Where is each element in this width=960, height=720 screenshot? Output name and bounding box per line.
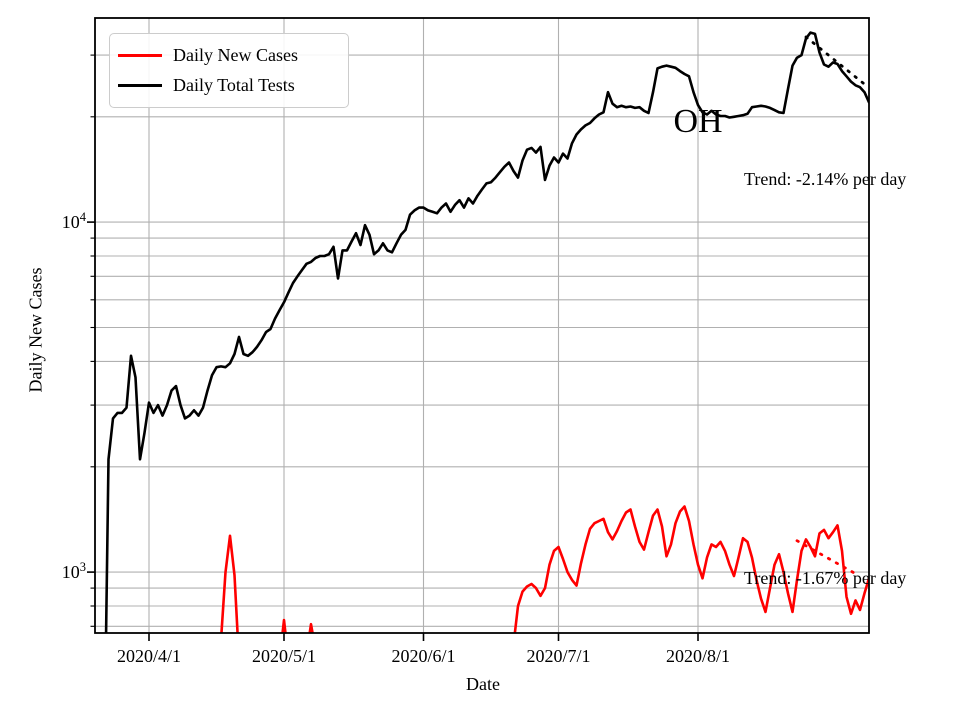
x-axis-tick-label: 2020/5/1 [251, 646, 317, 666]
x-axis-tick-label: 2020/8/1 [665, 646, 731, 666]
tick-exponent: 4 [79, 210, 86, 225]
x-axis-title: Date [466, 674, 500, 694]
legend-entry-daily-new-cases: Daily New Cases [118, 40, 338, 70]
legend-label: Daily Total Tests [173, 74, 295, 95]
plot-border [94, 17, 870, 634]
x-axis-tick-label: 2020/7/1 [526, 646, 591, 666]
state-annotation: OH [673, 103, 723, 140]
tick-marks [87, 54, 699, 641]
gridlines [95, 18, 869, 633]
legend-entry-daily-total-tests: Daily Total Tests [118, 70, 338, 100]
x-axis-tick-label: 2020/6/1 [391, 646, 456, 666]
tick-exponent: 3 [79, 560, 86, 575]
tick-base: 10 [61, 562, 80, 583]
series-line-0 [220, 505, 869, 633]
legend-red-line-swatch [118, 53, 162, 57]
y-axis-tick-label-1e3: 103 [62, 560, 86, 583]
y-axis-tick-label-1e4: 104 [62, 210, 86, 233]
legend: Daily New Cases Daily Total Tests [109, 33, 349, 108]
legend-black-line-swatch [118, 83, 162, 87]
x-axis-tick-label: 2020/4/1 [116, 646, 182, 666]
y-axis-title: Daily New Cases [25, 267, 46, 393]
tests-trend-annotation: Trend: -2.14% per day [744, 169, 907, 189]
trend-dotted-line-1 [795, 539, 857, 576]
tick-base: 10 [61, 212, 80, 233]
cases-trend-annotation: Trend: -1.67% per day [744, 568, 907, 588]
legend-label: Daily New Cases [173, 44, 298, 65]
series-line-1 [104, 31, 869, 633]
